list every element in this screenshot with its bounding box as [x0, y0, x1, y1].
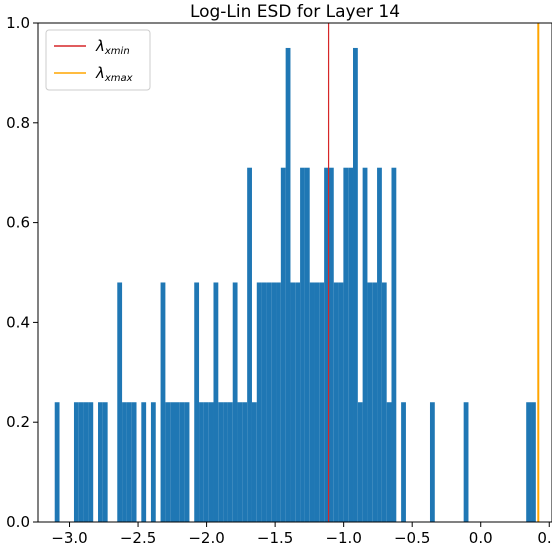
- y-tick-label: 0.6: [6, 214, 30, 232]
- x-tick-label: 0.0: [469, 529, 493, 547]
- histogram-bar: [98, 402, 103, 522]
- histogram-bar: [285, 47, 291, 522]
- histogram-bar: [276, 282, 281, 522]
- y-tick-label: 0.4: [6, 313, 30, 331]
- histogram-bar: [381, 282, 387, 522]
- histogram-bar: [73, 402, 79, 522]
- histogram-bar: [232, 282, 238, 522]
- histogram-bar: [362, 167, 368, 522]
- histogram-bar: [131, 402, 137, 522]
- legend-label-xmax: λxmax: [95, 64, 133, 84]
- y-tick-label: 0.2: [6, 413, 30, 431]
- histogram-bar: [531, 402, 536, 522]
- y-axis: 0.0 0.2 0.4 0.6 0.8 1.0: [6, 14, 38, 531]
- threshold-lines: [327, 23, 540, 522]
- histogram-bar: [290, 282, 296, 522]
- histogram-bar: [391, 167, 397, 522]
- histogram-bar: [251, 402, 257, 522]
- legend-box: [45, 29, 151, 91]
- histogram-bar: [372, 282, 378, 522]
- x-axis: −3.0 −2.5 −2.0 −1.5 −1.0 −0.5 0.0 0.5: [51, 522, 552, 547]
- histogram-bar: [122, 402, 127, 522]
- histogram-bar: [324, 167, 329, 522]
- x-tick-label: −2.0: [188, 529, 224, 547]
- histogram-bar: [343, 167, 349, 522]
- histogram-bar: [179, 402, 185, 522]
- histogram-bar: [401, 402, 406, 522]
- histogram-bar: [266, 282, 272, 522]
- histogram-bar: [170, 402, 175, 522]
- histogram-bar: [367, 282, 373, 522]
- histogram-bar: [102, 402, 108, 522]
- histogram-bar: [377, 167, 382, 522]
- histogram-bar: [160, 282, 166, 522]
- histogram-bar: [338, 282, 344, 522]
- histogram-bar: [88, 402, 94, 522]
- histogram-bar: [242, 402, 248, 522]
- x-tick-label: 0.5: [537, 529, 552, 547]
- histogram-bar: [213, 282, 219, 522]
- histogram-bar: [314, 282, 320, 522]
- histogram-bar: [54, 402, 60, 522]
- histogram-bar: [150, 402, 156, 522]
- histogram-bar: [208, 402, 214, 522]
- histogram-bar: [117, 282, 123, 522]
- histogram-bar: [256, 282, 262, 522]
- histogram-bar: [300, 167, 305, 522]
- histogram-bar: [429, 402, 435, 522]
- histogram-bar: [295, 282, 301, 522]
- histogram-bar: [353, 47, 358, 522]
- histogram-bar: [203, 402, 209, 522]
- y-tick-label: 0.0: [6, 513, 30, 531]
- legend-label-xmin: λxmin: [95, 37, 130, 57]
- histogram-bar: [271, 282, 277, 522]
- histogram-bar: [319, 282, 325, 522]
- histogram-bar: [304, 167, 310, 522]
- histogram-bar: [348, 167, 354, 522]
- histogram-bar: [141, 402, 147, 522]
- histogram-bar: [223, 402, 228, 522]
- histogram-bar: [261, 282, 267, 522]
- histogram-bar: [309, 282, 315, 522]
- histogram-bar: [333, 282, 339, 522]
- histogram-bar: [218, 402, 224, 522]
- x-tick-label: −2.5: [120, 529, 156, 547]
- x-tick-label: −3.0: [51, 529, 87, 547]
- histogram-bar: [165, 402, 171, 522]
- histogram-bar: [83, 402, 89, 522]
- y-tick-label: 1.0: [6, 14, 30, 32]
- histogram-bar: [280, 167, 286, 522]
- histogram-bar: [194, 282, 200, 522]
- histogram-bar: [227, 402, 233, 522]
- histogram-bar: [463, 402, 469, 522]
- histogram-bars: [54, 47, 536, 522]
- histogram-bar: [184, 402, 190, 522]
- histogram-bar: [175, 402, 180, 522]
- histogram-bar: [328, 167, 334, 522]
- legend: λxmin λxmax: [45, 29, 151, 91]
- histogram-bar: [386, 402, 392, 522]
- x-tick-label: −1.5: [257, 529, 293, 547]
- x-tick-label: −1.0: [325, 529, 361, 547]
- plot-frame: [37, 22, 552, 523]
- histogram-bar: [247, 167, 252, 522]
- y-tick-label: 0.8: [6, 114, 30, 132]
- histogram-bar: [199, 402, 204, 522]
- histogram-bar: [526, 402, 532, 522]
- histogram-bar: [126, 402, 132, 522]
- chart-title: Log-Lin ESD for Layer 14: [190, 2, 400, 22]
- x-tick-label: −0.5: [394, 529, 430, 547]
- histogram-bar: [78, 402, 84, 522]
- histogram-bar: [237, 402, 243, 522]
- histogram-bar: [357, 402, 363, 522]
